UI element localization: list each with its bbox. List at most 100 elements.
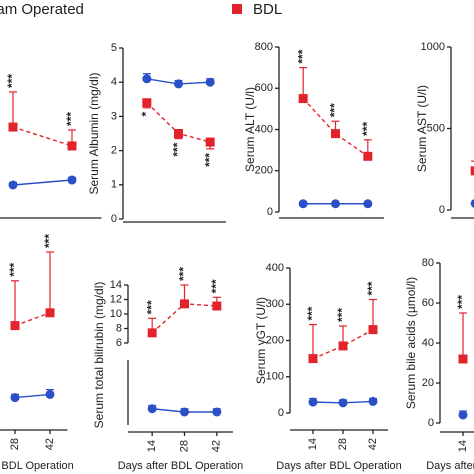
y-tick-label: 100 xyxy=(266,371,284,383)
y-tick-label: 60 xyxy=(422,297,434,309)
x-axis-label: Days after BDL Operation xyxy=(426,460,474,472)
significance: *** xyxy=(295,49,309,63)
significance: * xyxy=(139,112,153,117)
y-tick-label: 600 xyxy=(255,82,273,94)
panel: 0 20 40 60 80 14 Serum bile acids (µmol/l) Days… xyxy=(404,257,474,472)
series-line xyxy=(14,312,51,327)
significance: *** xyxy=(360,121,374,135)
y-tick-label: 40 xyxy=(422,337,434,349)
y-tick-label: 800 xyxy=(255,41,273,53)
panel: 28 42 Days after BDL Operation *** *** xyxy=(0,234,74,472)
series-line xyxy=(302,98,369,157)
x-tick-label: 14 xyxy=(146,440,158,452)
y-tick-label: 200 xyxy=(266,334,284,346)
point xyxy=(174,79,183,89)
panel: *** *** xyxy=(0,74,102,219)
point xyxy=(298,199,308,209)
point xyxy=(205,77,215,87)
point xyxy=(142,98,152,108)
significance: *** xyxy=(305,306,319,320)
y-tick-label: 6 xyxy=(116,337,122,349)
y-tick-label: 1 xyxy=(111,179,117,191)
y-tick-label: 3 xyxy=(111,110,117,122)
significance: *** xyxy=(42,234,56,248)
point xyxy=(142,74,152,84)
series-line xyxy=(312,329,374,360)
y-tick-label: 20 xyxy=(422,377,434,389)
point xyxy=(67,141,77,151)
point xyxy=(45,308,55,318)
x-tick-label: 14 xyxy=(307,438,319,450)
point xyxy=(470,199,474,208)
point xyxy=(308,397,318,407)
point xyxy=(212,407,222,417)
y-tick-label: 400 xyxy=(255,123,273,135)
y-tick-label: 0 xyxy=(267,206,273,218)
y-tick-label: 8 xyxy=(116,322,122,334)
y-tick-label: 10 xyxy=(110,308,122,320)
point xyxy=(8,180,18,190)
point xyxy=(205,137,215,147)
x-axis-label: Days after BDL Operation xyxy=(276,460,402,472)
point xyxy=(45,389,55,399)
point xyxy=(147,404,157,414)
panel: 6 8 10 12 14 14 28 42 Serum total bilirubin (mg/… xyxy=(92,267,243,472)
point xyxy=(331,129,340,139)
panel: 0 100 200 300 400 14 28 42 Serum γGT (U/l) Days a… xyxy=(254,262,402,472)
y-tick-label: 80 xyxy=(422,257,434,269)
y-tick-label: 300 xyxy=(266,298,284,310)
y-axis-label: Serum γGT (U/l) xyxy=(254,297,268,384)
legend-label: Sham Operated xyxy=(0,1,84,18)
y-tick-label: 0 xyxy=(111,213,117,225)
significance: *** xyxy=(209,279,223,293)
y-tick-label: 500 xyxy=(427,122,445,134)
x-tick-label: 14 xyxy=(457,440,469,452)
significance: *** xyxy=(335,308,349,322)
point xyxy=(67,175,77,185)
point xyxy=(368,325,378,335)
panel: 0 500 1000 Serum AST (U/l) xyxy=(415,41,474,219)
x-tick-label: 42 xyxy=(44,438,56,450)
point xyxy=(363,151,373,161)
point xyxy=(8,122,18,132)
x-axis-label: Days after BDL Operation xyxy=(118,460,244,472)
point xyxy=(458,410,468,420)
panel: 0 200 400 600 800 Serum ALT (U/l) *** *** *** xyxy=(243,41,384,219)
point xyxy=(298,94,308,104)
x-tick-label: 42 xyxy=(211,440,223,452)
point xyxy=(180,299,189,309)
point xyxy=(338,341,348,351)
significance: *** xyxy=(177,267,191,281)
point xyxy=(363,199,373,209)
y-tick-label: 4 xyxy=(111,76,117,88)
y-tick-label: 1000 xyxy=(421,41,445,53)
point xyxy=(174,129,183,138)
series-line xyxy=(12,179,73,186)
x-tick-label: 28 xyxy=(337,438,349,450)
legend-label: BDL xyxy=(253,1,282,18)
y-tick-label: 0 xyxy=(428,417,434,429)
y-axis-label: Serum total bilirubin (mg/dl) xyxy=(92,282,106,429)
series-line xyxy=(14,393,51,399)
y-axis-label: Serum AST (U/l) xyxy=(415,85,429,172)
significance: *** xyxy=(202,153,216,167)
y-tick-label: 0 xyxy=(439,204,445,216)
point xyxy=(331,199,340,209)
significance: *** xyxy=(171,142,185,156)
point xyxy=(368,396,378,406)
point xyxy=(212,301,222,311)
significance: *** xyxy=(328,103,342,117)
x-tick-label: 42 xyxy=(367,438,379,450)
x-tick-label: 28 xyxy=(9,438,21,450)
significance: *** xyxy=(7,262,21,276)
y-axis-label: Serum ALT (U/l) xyxy=(243,87,257,172)
significance: *** xyxy=(5,74,19,88)
series-line xyxy=(12,126,73,147)
point xyxy=(338,398,348,408)
x-axis-label: Days after BDL Operation xyxy=(0,460,74,472)
point xyxy=(470,166,474,176)
y-tick-label: 14 xyxy=(110,279,122,291)
y-tick-label: 0 xyxy=(278,407,284,419)
